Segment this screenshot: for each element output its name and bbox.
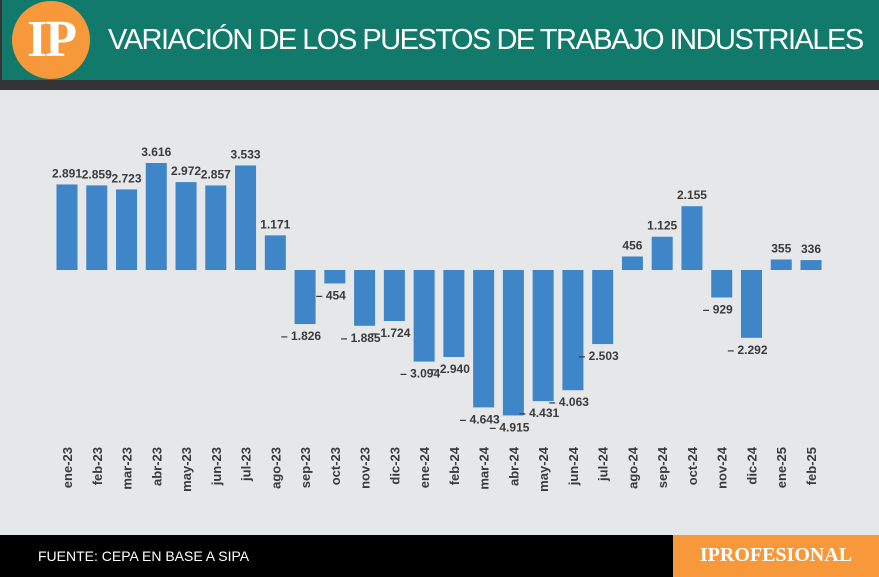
x-tick-label: jul-24 <box>596 446 611 482</box>
bar-sep-23 <box>294 270 316 325</box>
x-tick-label: may-24 <box>536 446 551 492</box>
data-label: 1.171 <box>260 217 290 231</box>
data-label: 1.125 <box>647 219 677 233</box>
data-label: – 929 <box>703 302 733 316</box>
x-tick-label: abr-24 <box>506 446 521 486</box>
x-tick-label: sep-24 <box>655 446 670 488</box>
data-label: 2.857 <box>201 167 231 181</box>
data-label: 2.891 <box>52 166 82 180</box>
bar-ene-25 <box>770 259 792 270</box>
data-label: – 4.915 <box>489 420 529 434</box>
data-label: – 2.503 <box>579 349 619 363</box>
header: IP VARIACIÓN DE LOS PUESTOS DE TRABAJO I… <box>0 0 879 90</box>
x-tick-label: dic-23 <box>387 447 402 485</box>
bar-mar-24 <box>473 270 495 408</box>
x-tick-label: ene-25 <box>774 447 789 488</box>
x-tick-label: feb-23 <box>90 447 105 485</box>
data-label: 2.723 <box>112 171 142 185</box>
x-tick-label: jun-23 <box>209 447 224 486</box>
x-tick-label: ene-23 <box>60 447 75 488</box>
bar-abr-24 <box>502 270 524 416</box>
data-label: 2.972 <box>171 164 201 178</box>
x-tick-label: ago-24 <box>625 446 640 489</box>
bar-mar-23 <box>116 189 138 270</box>
x-tick-label: nov-24 <box>715 446 730 489</box>
bar-dic-24 <box>740 270 762 338</box>
x-tick-label: abr-23 <box>149 447 164 486</box>
data-label: 355 <box>771 241 791 255</box>
data-label: – 1.885 <box>341 331 381 345</box>
x-tick-label: nov-23 <box>358 447 373 489</box>
bar-jun-23 <box>205 185 227 270</box>
bar-ago-23 <box>264 235 286 270</box>
data-label: – 4.643 <box>460 412 500 426</box>
title-band <box>2 0 879 80</box>
bar-abr-23 <box>145 163 167 270</box>
data-label: – 4.431 <box>519 406 559 420</box>
x-tick-label: feb-24 <box>447 446 462 485</box>
data-label: – 1.724 <box>370 326 410 340</box>
x-tick-label: mar-23 <box>120 447 135 490</box>
source-note: FUENTE: CEPA EN BASE A SIPA <box>38 548 250 564</box>
x-tick-label: oct-24 <box>685 446 700 485</box>
data-label: – 1.826 <box>281 329 321 343</box>
x-tick-label: jul-23 <box>239 447 254 482</box>
bar-jul-23 <box>235 165 257 270</box>
x-tick-label: ene-24 <box>417 446 432 488</box>
bar-nov-24 <box>711 270 733 298</box>
x-tick-label: dic-24 <box>744 446 759 484</box>
data-label: 2.155 <box>677 188 707 202</box>
footer: FUENTE: CEPA EN BASE A SIPA IPROFESIONAL <box>0 535 879 577</box>
bar-oct-23 <box>324 270 346 284</box>
data-label: 3.533 <box>231 147 261 161</box>
x-tick-label: mar-24 <box>477 446 492 489</box>
bar-feb-24 <box>443 270 465 357</box>
bar-oct-24 <box>681 206 703 270</box>
bar-ene-24 <box>413 270 435 362</box>
brand-logo: IPROFESIONAL <box>673 535 879 577</box>
bar-sep-24 <box>651 236 673 270</box>
page-title: VARIACIÓN DE LOS PUESTOS DE TRABAJO INDU… <box>108 24 864 56</box>
bar-jun-24 <box>562 270 584 391</box>
bar-feb-23 <box>86 185 108 270</box>
bar-may-24 <box>532 270 554 402</box>
logo: IP <box>12 1 90 79</box>
x-tick-label: sep-23 <box>298 447 313 488</box>
bar-feb-25 <box>800 260 822 270</box>
data-label: – 4.063 <box>549 395 589 409</box>
bar-may-23 <box>175 182 197 270</box>
bar-ago-24 <box>621 256 643 270</box>
x-tick-label: ago-23 <box>268 447 283 489</box>
bar-nov-23 <box>354 270 376 326</box>
bar-ene-23 <box>56 184 78 270</box>
data-label: 3.616 <box>141 145 171 159</box>
x-tick-label: may-23 <box>179 447 194 492</box>
data-label: 456 <box>622 239 642 253</box>
data-label: – 2.292 <box>727 343 767 357</box>
data-label: 336 <box>801 242 821 256</box>
x-tick-label: oct-23 <box>328 447 343 485</box>
data-label: – 2.940 <box>430 362 470 376</box>
bar-dic-23 <box>383 270 405 322</box>
data-label: – 3.094 <box>400 367 440 381</box>
x-tick-label: feb-25 <box>804 447 819 485</box>
data-label: – 454 <box>316 288 346 302</box>
data-label: 2.859 <box>82 167 112 181</box>
bar-jul-24 <box>592 270 614 345</box>
x-tick-label: jun-24 <box>566 446 581 486</box>
bar-chart: 2.891 ene-23 2.859 feb-23 2.723 mar-23 3.616 ab… <box>52 145 822 492</box>
